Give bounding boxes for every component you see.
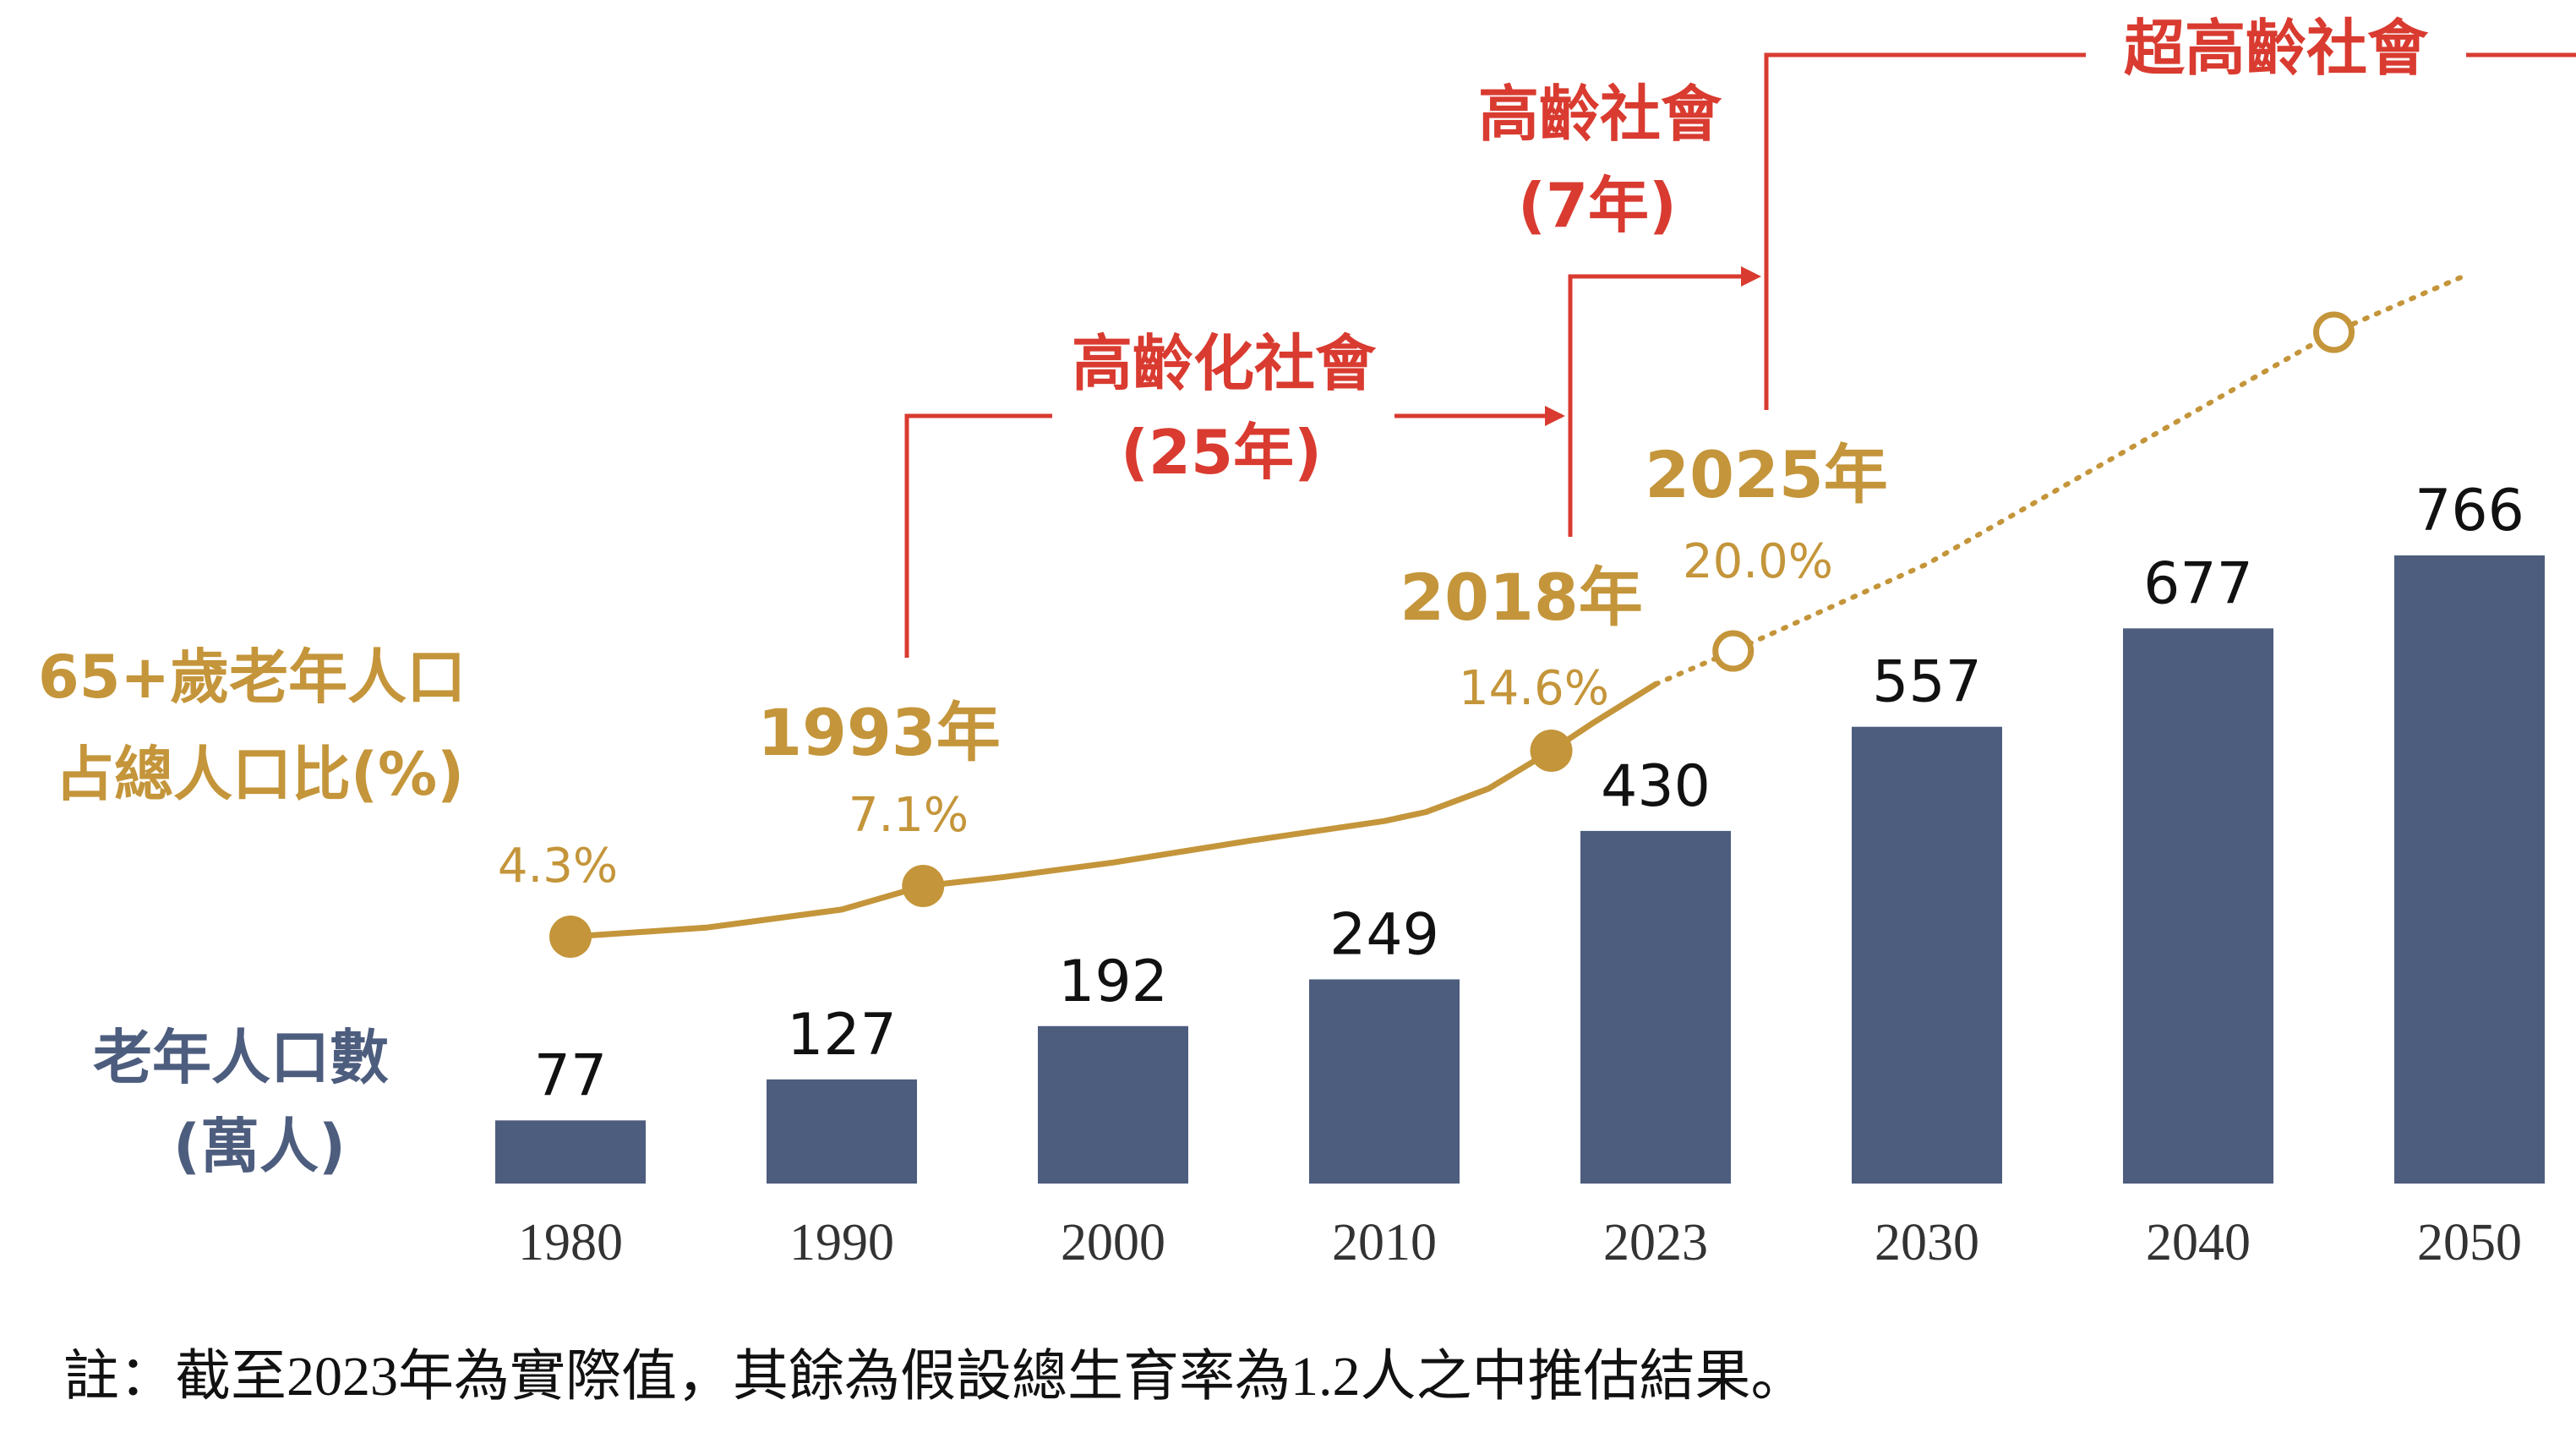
x-tick-2030: 2030	[1875, 1214, 1979, 1271]
bar-legend-line1: 老年人口數	[93, 1023, 389, 1092]
percent-line-actual	[567, 681, 1659, 940]
bar-value-label-2040: 677	[2143, 550, 2253, 617]
x-tick-2000: 2000	[1061, 1214, 1165, 1271]
bar-1990	[767, 1079, 917, 1184]
aged-society-arrowhead	[1741, 266, 1761, 287]
bar-1980	[495, 1120, 646, 1184]
aging-society-duration: (25年)	[1121, 417, 1322, 488]
bar-legend-line2: (萬人)	[173, 1112, 346, 1181]
bar-2050	[2394, 555, 2545, 1184]
aged-society-duration: (7年)	[1518, 170, 1677, 241]
bars-layer: 77 127 192 249 430 557 677 766	[495, 478, 2545, 1184]
bar-value-label-2023: 430	[1601, 753, 1711, 820]
marker-label-1993-year: 1993年	[757, 695, 1001, 770]
marker-1993	[902, 865, 945, 907]
marker-label-2025-value: 20.0%	[1683, 534, 1833, 589]
x-tick-1990: 1990	[789, 1214, 894, 1271]
marker-label-1993-value: 7.1%	[849, 788, 969, 843]
line-legend-line2: 占總人口比(%)	[55, 740, 464, 809]
bar-value-label-2050: 766	[2415, 478, 2524, 544]
aged-society-label: 高齡社會	[1478, 79, 1722, 150]
bar-value-label-2010: 249	[1329, 901, 1439, 968]
bar-2023	[1580, 830, 1731, 1184]
stage-annotations	[904, 52, 2576, 658]
super-aged-bracket-left	[1764, 52, 2086, 410]
bar-value-label-1990: 127	[787, 1002, 897, 1069]
percent-line-layer	[549, 271, 2472, 958]
bar-2010	[1309, 979, 1460, 1184]
marker-label-1980-value: 4.3%	[498, 839, 618, 894]
bar-2000	[1038, 1025, 1188, 1184]
marker-2018	[1530, 730, 1573, 772]
x-tick-2023: 2023	[1603, 1214, 1708, 1271]
marker-label-2025-year: 2025年	[1645, 437, 1888, 512]
x-tick-2010: 2010	[1332, 1214, 1437, 1271]
marker-label-2018-year: 2018年	[1400, 560, 1643, 635]
bar-2040	[2123, 628, 2273, 1184]
marker-2045	[2313, 311, 2355, 353]
marker-1980	[549, 916, 592, 958]
line-legend-line1: 65+歲老年人口	[38, 642, 466, 712]
x-axis-ticks: 1980 1990 2000 2010 2023 2030 2040 2050	[518, 1214, 2522, 1271]
x-tick-1980: 1980	[518, 1214, 623, 1271]
footnote: 註：截至2023年為實際值，其餘為假設總生育率為1.2人之中推估結果。	[63, 1346, 1807, 1408]
aging-society-bracket-left	[904, 413, 1052, 658]
marker-label-2018-value: 14.6%	[1459, 661, 1609, 716]
aging-society-arrowhead	[1545, 406, 1565, 426]
bar-value-label-1980: 77	[534, 1042, 608, 1109]
bar-2030	[1852, 726, 2002, 1184]
marker-2025	[1712, 630, 1755, 672]
bar-value-label-2000: 192	[1058, 949, 1168, 1015]
x-tick-2050: 2050	[2417, 1214, 2522, 1271]
aged-society-bracket	[1568, 274, 1749, 537]
aging-society-label: 高齡化社會	[1072, 328, 1377, 399]
bar-value-label-2030: 557	[1872, 649, 1982, 716]
super-aged-society-label: 超高齡社會	[2124, 13, 2429, 84]
x-tick-2040: 2040	[2146, 1214, 2251, 1271]
